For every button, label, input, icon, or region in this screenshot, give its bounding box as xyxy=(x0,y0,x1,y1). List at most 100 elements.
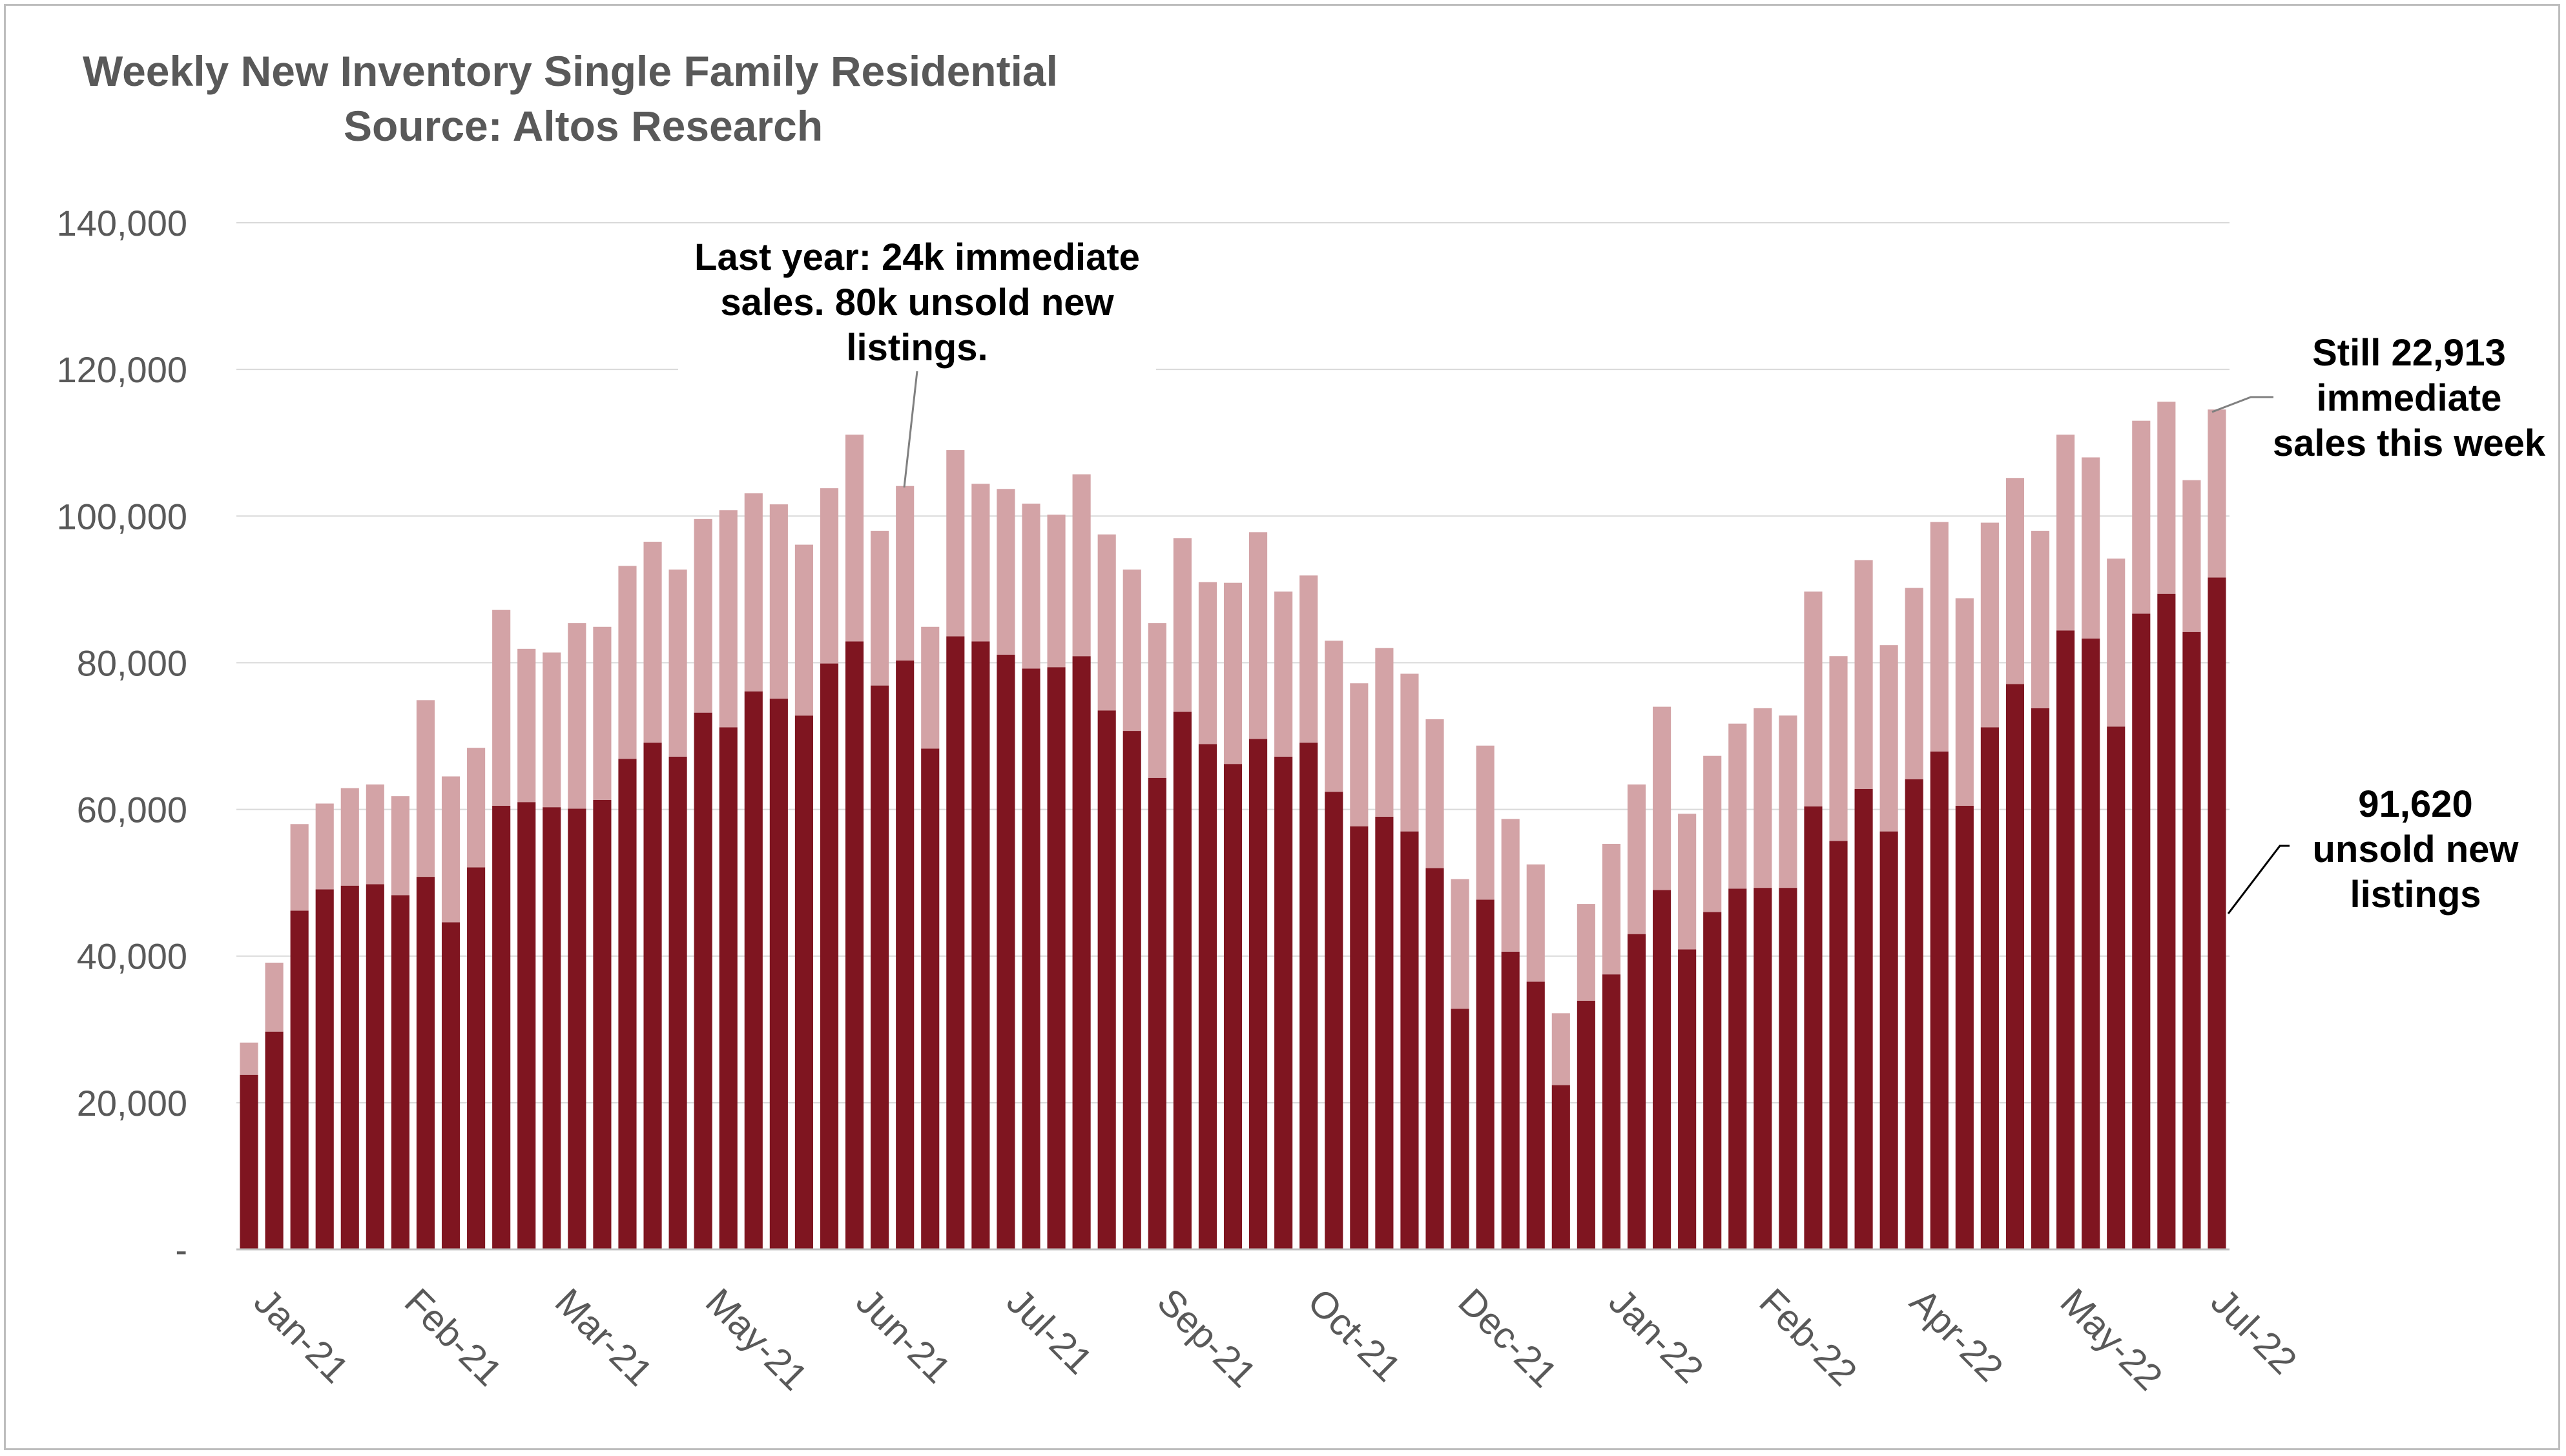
annotation-leader-line xyxy=(2227,845,2290,914)
bar-unsold xyxy=(1854,788,1873,1249)
bar-unsold xyxy=(1627,934,1646,1249)
bar-immediate xyxy=(1930,522,1949,752)
bar-immediate xyxy=(794,544,813,716)
bar-immediate xyxy=(1728,723,1747,889)
bar-immediate xyxy=(366,784,384,885)
bar-immediate xyxy=(1375,648,1394,817)
bar-unsold xyxy=(2208,577,2226,1250)
bar-immediate xyxy=(1223,582,1243,764)
y-tick-label: 20,000 xyxy=(77,1083,187,1123)
bar-immediate xyxy=(568,623,586,809)
bar-unsold xyxy=(1754,888,1772,1249)
bar-immediate xyxy=(1501,819,1520,952)
bar-unsold xyxy=(1375,816,1394,1249)
bar-unsold xyxy=(1400,831,1419,1249)
bar-unsold xyxy=(1551,1085,1570,1249)
bar-immediate xyxy=(1047,515,1066,668)
bar-immediate xyxy=(2182,480,2201,632)
bar-immediate xyxy=(1980,522,1999,728)
bar-immediate xyxy=(593,626,612,800)
bar-immediate xyxy=(1955,598,1974,806)
bar-immediate xyxy=(1274,591,1293,757)
annotation-last-year: Last year: 24k immediate sales. 80k unso… xyxy=(678,235,1156,371)
x-tick-label: Oct-21 xyxy=(1299,1280,1409,1389)
bar-unsold xyxy=(240,1074,258,1249)
bar-immediate xyxy=(1854,560,1873,789)
bar-immediate xyxy=(971,484,990,642)
bar-unsold xyxy=(492,805,511,1249)
bar-immediate xyxy=(2132,420,2151,614)
bar-immediate xyxy=(2005,478,2025,684)
bar-immediate xyxy=(1400,673,1419,832)
y-tick-label: 100,000 xyxy=(57,496,187,537)
bar-unsold xyxy=(416,877,435,1249)
bar-immediate xyxy=(1325,641,1343,792)
bar-immediate xyxy=(1476,745,1495,900)
bar-immediate xyxy=(845,435,864,642)
bar-unsold xyxy=(1425,868,1444,1249)
bar-unsold xyxy=(719,727,738,1249)
x-tick-label: May-21 xyxy=(698,1280,816,1399)
bar-unsold xyxy=(1653,890,1671,1249)
x-tick-label: Sep-21 xyxy=(1149,1280,1264,1395)
bar-immediate xyxy=(1526,864,1545,982)
bar-immediate xyxy=(668,569,687,757)
bar-immediate xyxy=(1779,715,1797,888)
bar-unsold xyxy=(1350,826,1369,1249)
bar-unsold xyxy=(794,715,813,1249)
bar-unsold xyxy=(1274,756,1293,1249)
bar-unsold xyxy=(517,802,536,1249)
bar-unsold xyxy=(441,922,460,1249)
x-tick-label: Apr-22 xyxy=(1902,1280,2011,1389)
bar-immediate xyxy=(921,626,940,749)
bar-unsold xyxy=(1526,981,1545,1249)
bar-immediate xyxy=(1703,755,1722,912)
bar-unsold xyxy=(618,759,637,1249)
y-tick-label: 40,000 xyxy=(77,936,187,977)
bar-immediate xyxy=(517,648,536,803)
bar-immediate xyxy=(1198,582,1217,744)
bar-unsold xyxy=(1198,744,1217,1249)
chart-title: Weekly New Inventory Single Family Resid… xyxy=(83,47,1058,95)
bar-immediate xyxy=(1653,706,1671,890)
bar-immediate xyxy=(315,803,334,890)
bar-unsold xyxy=(2132,613,2151,1249)
bar-unsold xyxy=(643,743,662,1249)
bar-unsold xyxy=(391,895,409,1249)
bar-immediate xyxy=(1577,904,1595,1001)
bar-immediate xyxy=(946,450,965,637)
bar-unsold xyxy=(1930,751,1949,1249)
bar-unsold xyxy=(921,748,940,1249)
bar-unsold xyxy=(1022,668,1040,1249)
bar-unsold xyxy=(315,889,334,1249)
bar-immediate xyxy=(1097,534,1116,711)
bar-immediate xyxy=(1249,532,1268,739)
bar-unsold xyxy=(668,756,687,1249)
bar-immediate xyxy=(1425,719,1444,868)
bar-immediate xyxy=(2082,457,2100,639)
bar-immediate xyxy=(1022,503,1040,669)
bar-unsold xyxy=(1299,743,1318,1249)
bar-immediate xyxy=(265,962,284,1032)
bar-unsold xyxy=(871,685,889,1249)
bar-immediate xyxy=(744,493,763,692)
y-tick-label: 60,000 xyxy=(77,790,187,830)
bar-unsold xyxy=(2056,630,2075,1249)
bar-immediate xyxy=(1123,569,1141,732)
bar-unsold xyxy=(1804,806,1823,1249)
bar-unsold xyxy=(1980,727,1999,1249)
bar-unsold xyxy=(366,884,384,1249)
bar-immediate xyxy=(467,748,486,868)
bar-unsold xyxy=(845,641,864,1249)
bar-unsold xyxy=(2031,708,2050,1249)
bar-immediate xyxy=(1678,814,1697,950)
bar-unsold xyxy=(997,654,1015,1249)
bar-unsold xyxy=(1602,974,1621,1249)
bar-unsold xyxy=(1879,831,1898,1249)
bar-immediate xyxy=(694,518,712,713)
x-tick-label: Jun-21 xyxy=(848,1280,958,1391)
bar-immediate xyxy=(1905,588,1923,780)
bar-immediate xyxy=(2031,531,2050,708)
y-tick-label: 120,000 xyxy=(57,349,187,390)
bar-immediate xyxy=(1072,474,1091,657)
